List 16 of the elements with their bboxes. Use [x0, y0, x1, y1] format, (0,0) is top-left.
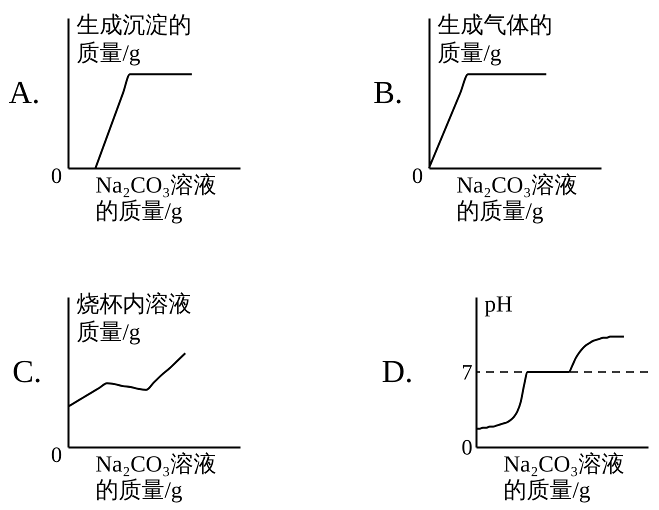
- text: 0: [51, 163, 62, 188]
- y-axis-title: 生成气体的质量/g: [438, 12, 552, 66]
- x-axis-title: Na₂CO₃溶液的质量/g: [96, 172, 216, 224]
- chart-title: A.: [8, 74, 40, 110]
- chart-title: B.: [373, 74, 403, 110]
- text: 0: [51, 442, 62, 467]
- chart-title: C.: [12, 353, 42, 389]
- y-axis-title: 生成沉淀的质量/g: [76, 12, 192, 66]
- x-axis-title: Na₂CO₃溶液的质量/g: [456, 172, 578, 224]
- y-axis-title: 烧杯内溶液质量/g: [76, 292, 192, 344]
- text: D.: [382, 353, 413, 389]
- x-axis-title: Na₂CO₃溶液的质量/g: [504, 452, 624, 502]
- y-axis-title: pH: [484, 292, 513, 316]
- y-tick-label: 7: [462, 360, 472, 384]
- x-axis-title: Na₂CO₃溶液的质量/g: [96, 452, 216, 502]
- text: 0: [412, 163, 423, 188]
